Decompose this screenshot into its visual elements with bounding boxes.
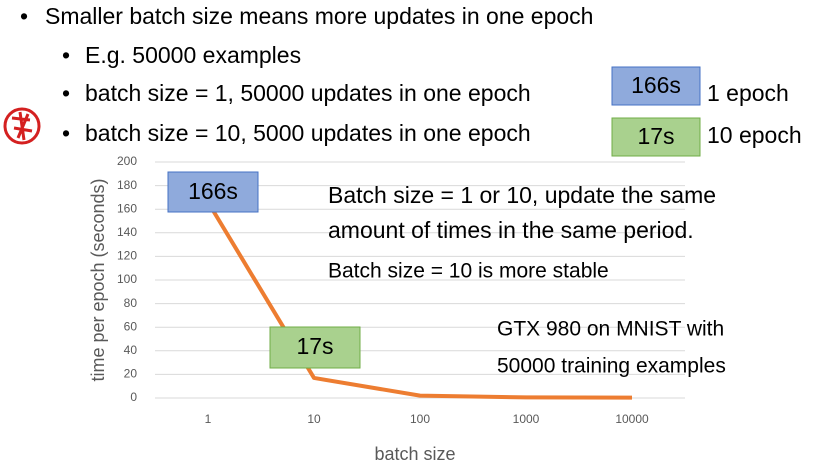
point-label-box [167, 171, 259, 213]
point-label-box [269, 326, 361, 369]
x-tick-label: 1 [205, 412, 212, 426]
y-tick-label: 20 [124, 367, 138, 381]
x-tick-label: 10 [307, 412, 321, 426]
x-tick-label: 100 [410, 412, 430, 426]
bullet-dot: • [62, 80, 70, 106]
epoch-label: 1 epoch [707, 80, 789, 106]
bullet: Smaller batch size means more updates in… [45, 3, 593, 29]
chart: 0 20 40 60 80 100 120 140 160 180 200 1 10 100 1000 100… [117, 154, 685, 426]
bullet-dot: • [62, 42, 70, 68]
y-tick-label: 100 [117, 272, 137, 286]
y-tick-label: 120 [117, 249, 137, 263]
y-tick-label: 40 [124, 343, 138, 357]
note: 50000 training examples [497, 355, 726, 378]
line [206, 201, 633, 400]
y-axis-title: time per epoch (seconds) [88, 178, 108, 381]
bullet-dot: • [62, 120, 70, 146]
epoch-label: 10 epoch [707, 122, 802, 148]
note: amount of times in the same period. [328, 217, 694, 243]
y-tick-label: 60 [124, 319, 138, 333]
x-tick-label: 1000 [513, 412, 540, 426]
time-label: 17s [637, 123, 674, 149]
bullet: batch size = 1, 50000 updates in one epo… [85, 80, 531, 106]
bullet-dot: • [20, 3, 28, 29]
time-label: 166s [631, 72, 681, 98]
time-box [611, 117, 701, 157]
note: Batch size = 1 or 10, update the same [328, 182, 716, 208]
y-tick-label: 180 [117, 178, 137, 192]
y-tick-label: 80 [124, 296, 138, 310]
y-tick-label: 0 [130, 390, 137, 404]
y-tick-label: 200 [117, 154, 137, 168]
note: GTX 980 on MNIST with [497, 318, 724, 341]
logo [3, 107, 41, 145]
point-label: 166s [188, 178, 238, 204]
time-box [611, 66, 701, 106]
y-tick-label: 160 [117, 201, 137, 215]
bullet: E.g. 50000 examples [85, 42, 301, 68]
x-axis-title: batch size [374, 444, 455, 464]
point-label: 17s [296, 333, 333, 359]
bullet: batch size = 10, 5000 updates in one epo… [85, 120, 531, 146]
x-tick-label: 10000 [615, 412, 649, 426]
note: Batch size = 10 is more stable [328, 260, 609, 283]
y-tick-label: 140 [117, 225, 137, 239]
